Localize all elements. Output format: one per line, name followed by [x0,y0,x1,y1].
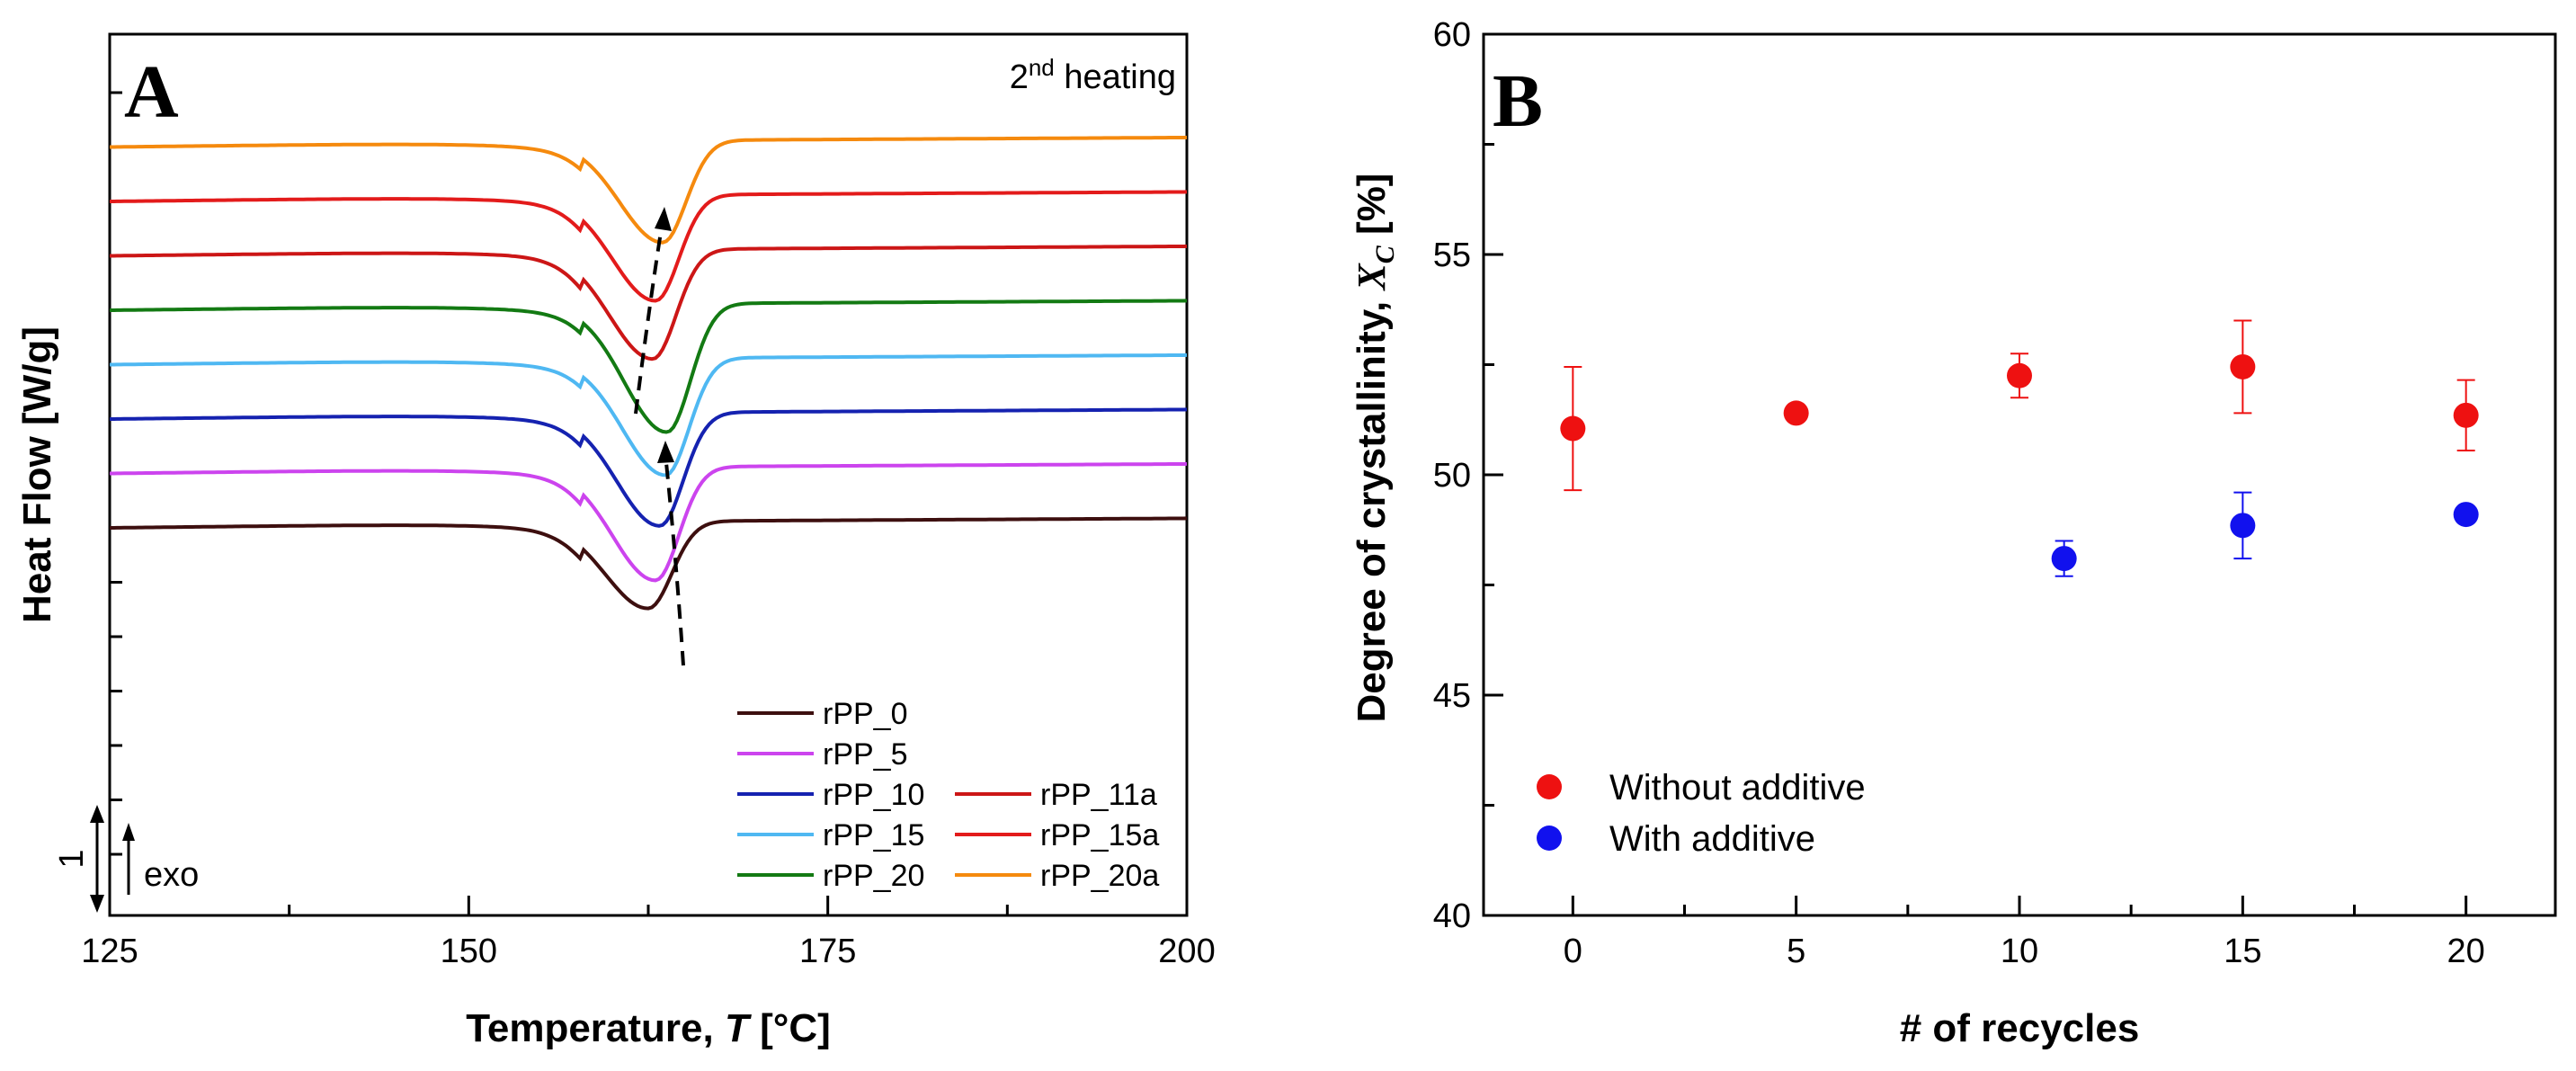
x-tick-label: 5 [1787,933,1805,970]
data-point [2051,546,2077,572]
trend-arrow-lower [657,441,685,666]
panel-b-points [1560,319,2479,577]
x-tick-label: 0 [1564,933,1582,970]
y-tick-label: 60 [1433,16,1471,54]
data-point [2453,502,2479,528]
legend-label-rPP_20: rPP_20 [823,859,924,893]
curve-rPP_11a [110,244,1188,361]
curve-rPP_10 [110,407,1188,528]
curve-rPP_15 [110,353,1188,477]
panel-a-curves [110,135,1188,611]
legend-label-rPP_5: rPP_5 [823,737,908,772]
panel-a-y-label: Heat Flow [W/g] [15,326,59,623]
panel-a-annotation: 2nd heating [1010,54,1176,96]
data-point [2007,362,2032,388]
legend-label-rPP_11a: rPP_11a [1040,778,1157,812]
legend-label: Without additive [1609,768,1866,808]
x-tick-label: 175 [799,933,856,970]
data-point [1783,400,1809,426]
x-tick-label: 20 [2447,933,2485,970]
legend-label: With additive [1609,819,1815,859]
x-tick-label: 125 [81,933,138,970]
panel-b-y-label: Degree of crystallinity, XC [%] [1350,174,1400,723]
curve-rPP_0 [110,516,1188,611]
exo-label: exo [144,856,199,894]
panel-a-legend: rPP_0 rPP_5 rPP_10 rPP_15 rPP_20 rPP_11a rPP_1… [737,697,1159,893]
y-tick-label: 40 [1433,897,1471,935]
trend-arrow-upper [634,207,672,415]
x-tick-label: 10 [2001,933,2038,970]
panel-a-chart: 125 150 175 200 A 2nd heating 1 exo rPP_0rP… [15,32,1216,1050]
exo-indicator: exo [122,823,199,895]
panel-b-x-label: # of recycles [1900,1006,2140,1050]
panel-b-y-ticks: 40 45 50 55 60 [1433,16,1503,935]
panel-b-letter: B [1493,59,1543,143]
scale-bar-label: 1 [53,849,91,868]
x-tick-label: 200 [1158,933,1215,970]
x-tick-label: 15 [2224,933,2261,970]
legend-label-rPP_10: rPP_10 [823,778,924,812]
legend-marker [1537,774,1562,799]
panel-b-legend: Without additive With additive [1537,768,1866,859]
legend-label-rPP_15a: rPP_15a [1040,818,1159,852]
panel-a-x-label: Temperature, T [°C] [466,1006,831,1050]
y-tick-label: 55 [1433,237,1471,274]
legend-marker [1537,826,1562,851]
legend-label-rPP_0: rPP_0 [823,697,908,731]
legend-label-rPP_15: rPP_15 [823,818,924,852]
x-tick-label: 150 [441,933,497,970]
scale-bar: 1 [53,805,104,913]
curve-rPP_5 [110,461,1188,583]
data-point [2230,353,2256,379]
legend-label-rPP_20a: rPP_20a [1040,859,1159,893]
y-tick-label: 50 [1433,457,1471,495]
curve-rPP_20a [110,135,1188,245]
panel-a-letter: A [124,50,179,134]
y-tick-label: 45 [1433,677,1471,715]
data-point [2453,402,2479,428]
curve-rPP_15a [110,190,1188,303]
panel-a-frame [108,32,1189,917]
data-point [2230,513,2256,539]
panel-a-x-ticks: 125 150 175 200 [81,896,1216,970]
panel-b-x-ticks: 0 5 10 15 20 [1564,896,2485,970]
data-point [1560,415,1586,442]
curve-rPP_20 [110,299,1188,434]
